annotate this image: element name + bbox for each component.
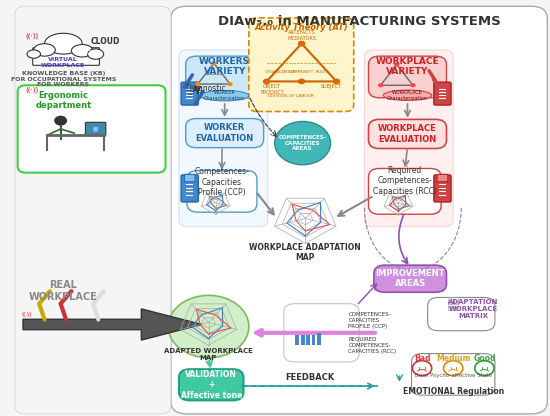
Text: WORKPLACE ADAPTATION
MAP: WORKPLACE ADAPTATION MAP (250, 243, 361, 262)
FancyBboxPatch shape (284, 304, 359, 362)
Text: DIVISION OF LABOUR: DIVISION OF LABOUR (268, 94, 314, 98)
FancyBboxPatch shape (437, 174, 448, 182)
FancyBboxPatch shape (184, 174, 195, 182)
Circle shape (333, 79, 340, 84)
Ellipse shape (45, 33, 82, 54)
Text: EMOTIONAL Regulation: EMOTIONAL Regulation (403, 387, 504, 396)
Circle shape (410, 83, 416, 87)
Bar (311, 336, 315, 345)
Circle shape (227, 82, 233, 86)
FancyBboxPatch shape (81, 47, 100, 57)
Circle shape (54, 116, 67, 126)
FancyBboxPatch shape (434, 175, 451, 202)
Text: WORKPLACE
VARIETY: WORKPLACE VARIETY (376, 57, 439, 76)
Text: COMPETENCES-
CAPACITIES
PROFILE (CCP): COMPETENCES- CAPACITIES PROFILE (CCP) (348, 312, 391, 329)
Text: WORKER
EVALUATION: WORKER EVALUATION (196, 124, 254, 143)
FancyBboxPatch shape (411, 354, 495, 395)
FancyBboxPatch shape (187, 171, 257, 212)
Text: Medium: Medium (436, 354, 470, 363)
Text: Good: Good (473, 354, 496, 363)
Text: ((·)): ((·)) (26, 86, 39, 93)
Text: CLOUD: CLOUD (90, 37, 119, 46)
Text: IMPROVEMENT
AREAS: IMPROVEMENT AREAS (376, 269, 445, 288)
FancyBboxPatch shape (181, 175, 199, 202)
Text: Ergonomic
department: Ergonomic department (35, 91, 91, 110)
Text: ORGANIZATION: ORGANIZATION (265, 70, 296, 74)
Circle shape (168, 295, 249, 358)
Circle shape (378, 83, 383, 87)
Text: WORKPLACE
EVALUATION: WORKPLACE EVALUATION (378, 124, 437, 144)
Text: WORKERS
VARIETY: WORKERS VARIETY (199, 57, 250, 76)
Text: RULES: RULES (316, 70, 329, 74)
Text: ((·)): ((·)) (22, 312, 32, 317)
Circle shape (263, 79, 271, 84)
FancyBboxPatch shape (365, 50, 453, 227)
FancyBboxPatch shape (85, 122, 106, 136)
Text: FEEDBACK: FEEDBACK (285, 373, 334, 382)
FancyBboxPatch shape (374, 265, 447, 292)
Text: COMPETENCES-
CAPACITIES
AREAS: COMPETENCES- CAPACITIES AREAS (279, 135, 327, 151)
Text: ADAPTATION
WORKPLACE
MATRIX: ADAPTATION WORKPLACE MATRIX (448, 299, 499, 319)
Ellipse shape (200, 91, 249, 101)
Circle shape (298, 79, 305, 84)
FancyBboxPatch shape (179, 369, 244, 400)
FancyBboxPatch shape (249, 18, 354, 111)
FancyBboxPatch shape (368, 168, 441, 214)
FancyBboxPatch shape (186, 56, 263, 98)
FancyBboxPatch shape (368, 56, 447, 98)
FancyArrow shape (23, 309, 202, 340)
Text: VALIDATION
+
Affective tone: VALIDATION + Affective tone (180, 370, 242, 400)
Circle shape (274, 121, 331, 165)
Ellipse shape (383, 90, 432, 100)
FancyBboxPatch shape (15, 6, 171, 414)
Text: WORKPLACE
Characterization: WORKPLACE Characterization (387, 90, 428, 101)
Bar (295, 336, 299, 345)
Text: Base Psycho-affective State: Base Psycho-affective State (415, 373, 492, 378)
Text: ((·)): ((·)) (26, 32, 39, 39)
FancyBboxPatch shape (171, 6, 547, 414)
Bar (311, 334, 315, 345)
Text: WORKER
Characterization: WORKER Characterization (204, 90, 245, 101)
Bar (317, 338, 321, 345)
Text: Diagnostic: Diagnostic (185, 84, 226, 93)
Circle shape (394, 62, 399, 67)
Text: Activity Theory (AT): Activity Theory (AT) (255, 23, 349, 32)
Ellipse shape (72, 45, 93, 57)
Text: REAL
WORKPLACE: REAL WORKPLACE (29, 280, 98, 302)
Text: ARTEFACTS
MEDIATORS: ARTEFACTS MEDIATORS (287, 30, 316, 41)
FancyBboxPatch shape (434, 82, 451, 105)
FancyBboxPatch shape (179, 50, 268, 227)
Text: REQUIRED
COMPETENCES-
CAPACITIES (RCC): REQUIRED COMPETENCES- CAPACITIES (RCC) (348, 337, 397, 354)
FancyBboxPatch shape (181, 82, 199, 105)
Bar (306, 340, 310, 345)
FancyBboxPatch shape (186, 119, 263, 148)
Circle shape (211, 61, 217, 65)
Text: VIRTUAL
WORKPLACE: VIRTUAL WORKPLACE (41, 57, 85, 68)
Bar (301, 335, 305, 345)
Text: OBJECT
PRODUCT: OBJECT PRODUCT (260, 84, 284, 95)
Text: ADAPTED WORKPLACE
MAP: ADAPTED WORKPLACE MAP (164, 348, 253, 361)
Circle shape (298, 41, 305, 47)
Text: COMMUNITY: COMMUNITY (289, 70, 314, 74)
Text: DIAw₅.₀ in MANUFACTURING SYSTEMS: DIAw₅.₀ in MANUFACTURING SYSTEMS (218, 15, 500, 27)
FancyBboxPatch shape (32, 48, 100, 65)
Text: Competences-
Capacities
Profile (CCP): Competences- Capacities Profile (CCP) (195, 167, 249, 197)
Bar (317, 333, 321, 345)
Ellipse shape (34, 44, 56, 56)
Ellipse shape (27, 50, 41, 58)
Bar (301, 340, 305, 345)
Text: KNOWLEDGE BASE (KB)
FOR OCCUPATIONAL SYSTEMS
FOR WORKERS: KNOWLEDGE BASE (KB) FOR OCCUPATIONAL SYS… (10, 71, 116, 87)
Ellipse shape (87, 49, 103, 59)
Text: ■: ■ (93, 126, 98, 131)
Circle shape (195, 82, 200, 86)
Bar (295, 335, 299, 345)
Text: DB: DB (86, 50, 94, 54)
Bar (306, 335, 310, 345)
FancyBboxPatch shape (18, 85, 166, 173)
Text: Bad: Bad (414, 354, 430, 363)
Text: SUBJECT: SUBJECT (321, 84, 342, 89)
FancyBboxPatch shape (428, 297, 495, 331)
FancyBboxPatch shape (368, 119, 447, 149)
Text: Required
Competences-
Capacities (RCC): Required Competences- Capacities (RCC) (373, 166, 437, 196)
